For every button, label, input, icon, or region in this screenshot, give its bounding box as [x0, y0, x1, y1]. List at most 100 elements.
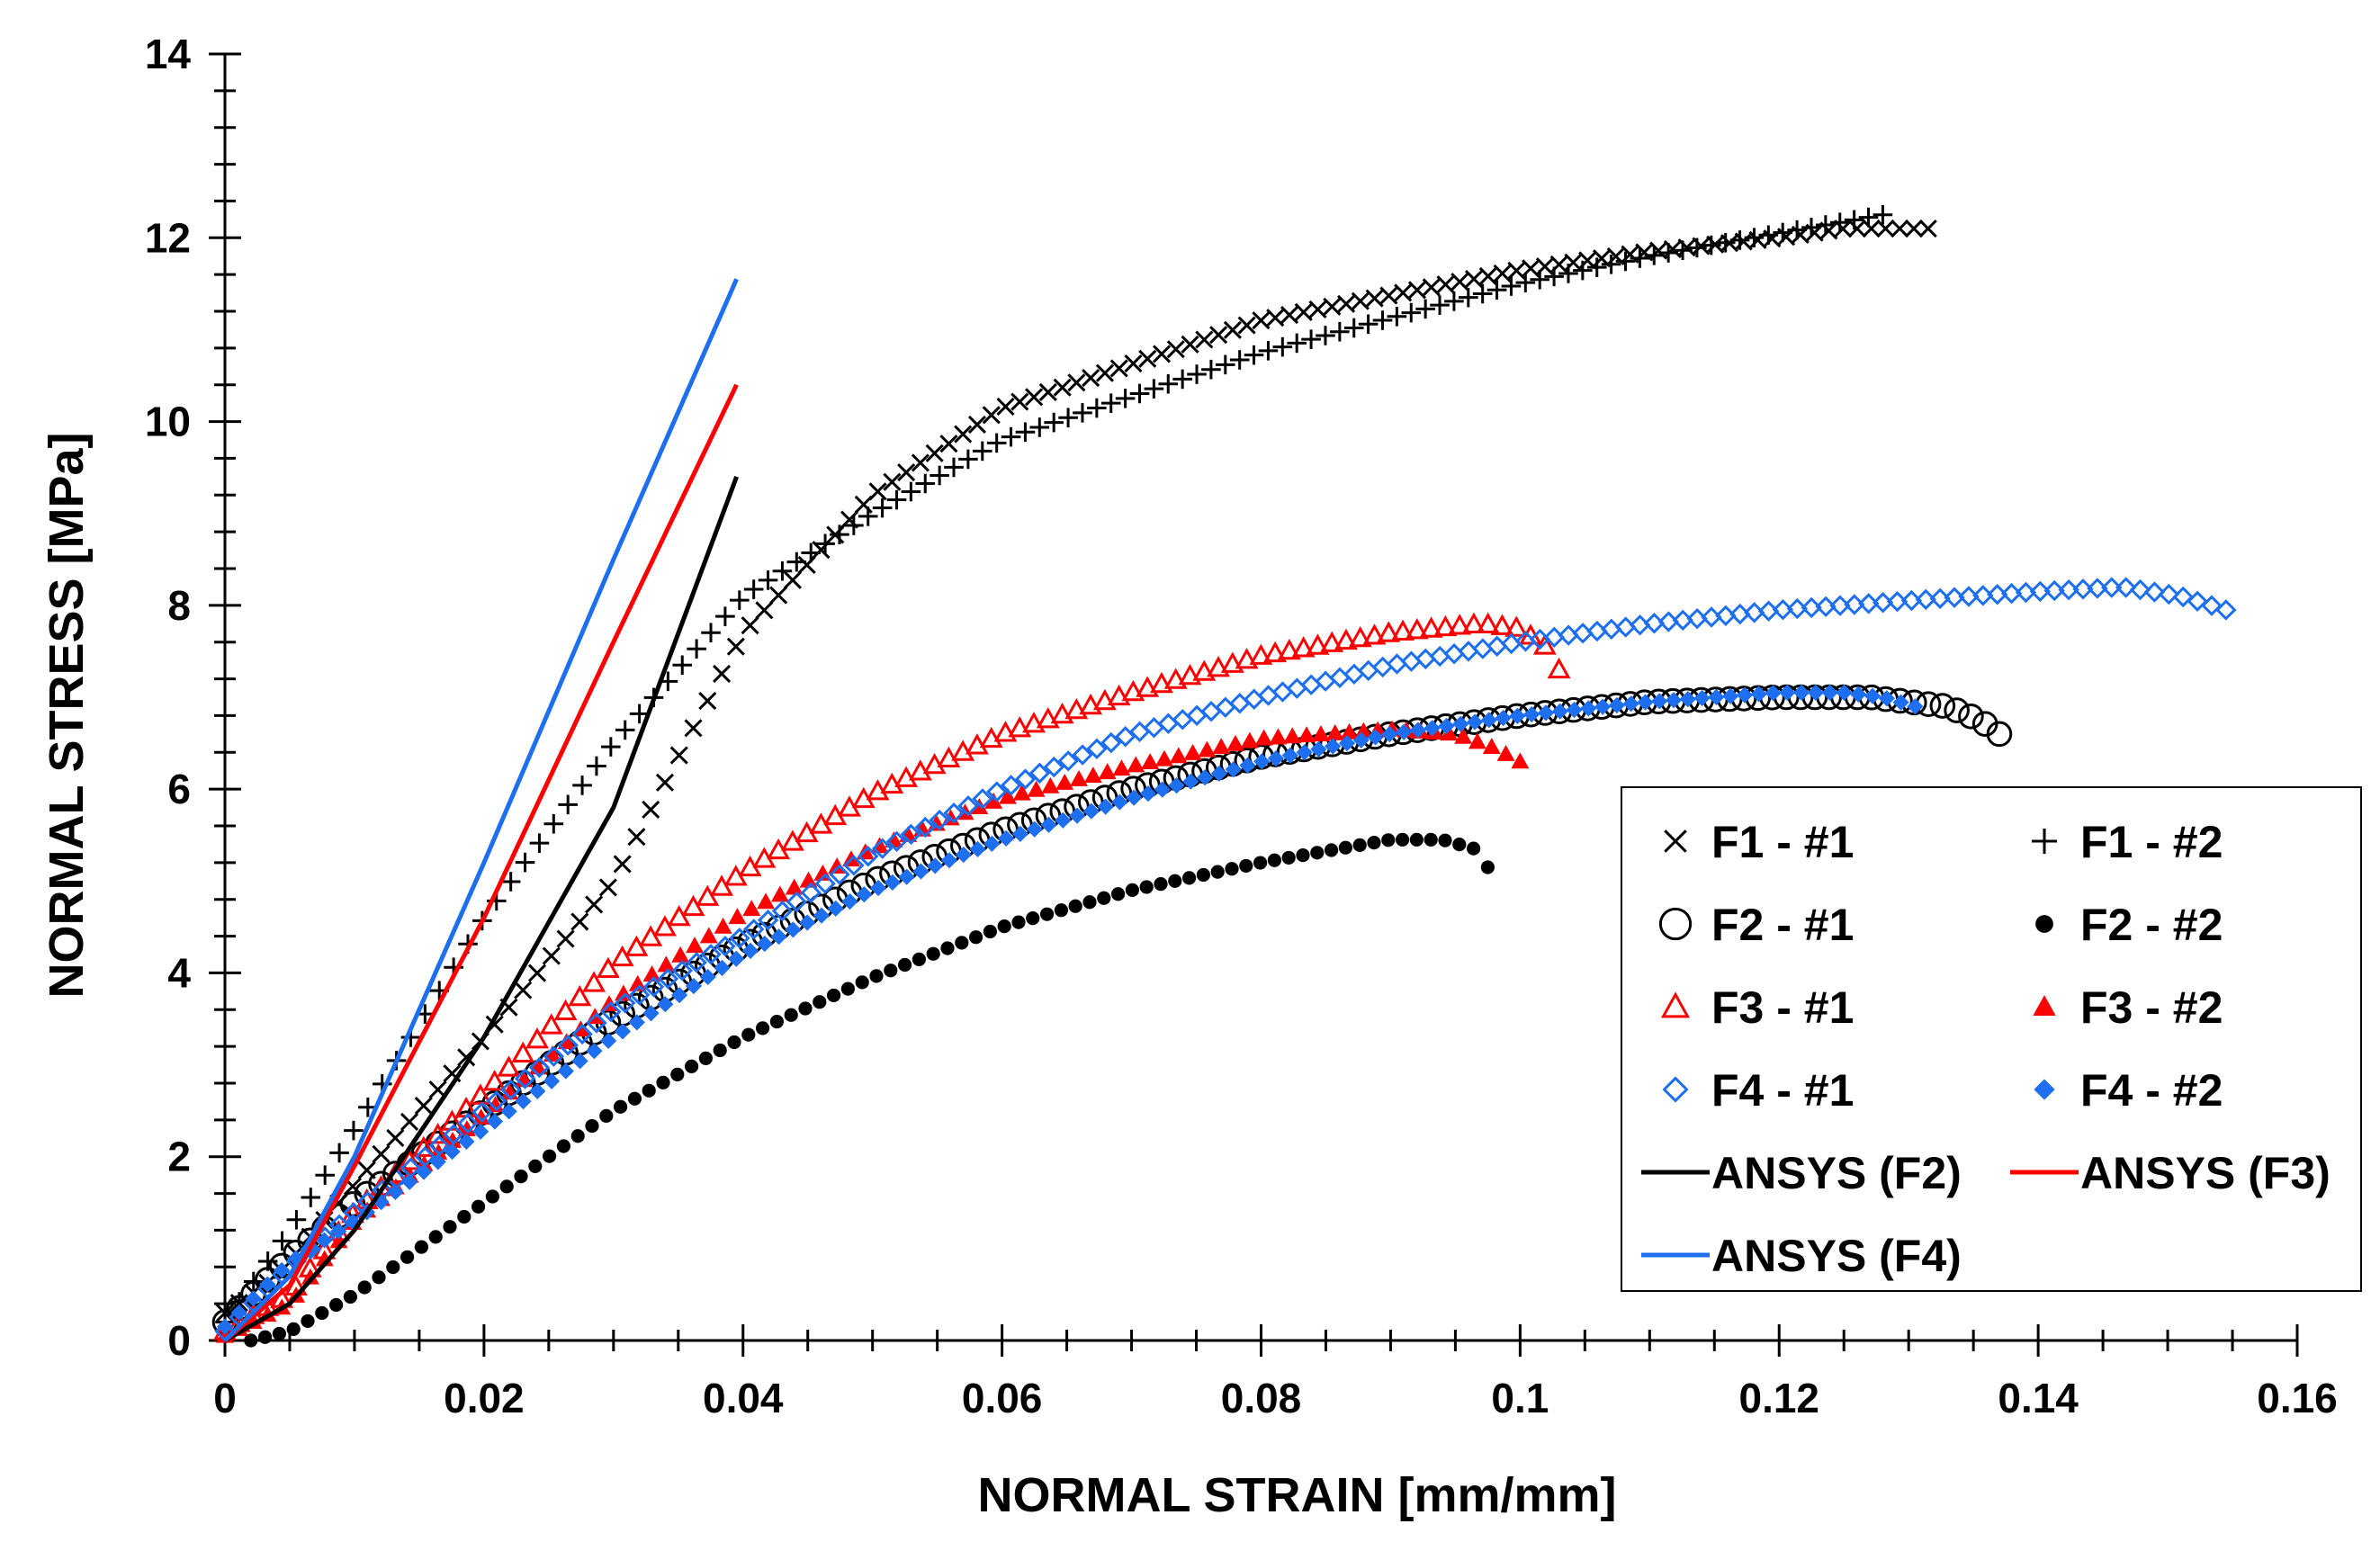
data-point: [1807, 684, 1824, 701]
data-point: [841, 892, 858, 910]
data-point: [1468, 732, 1486, 749]
data-point: [714, 936, 736, 957]
data-point: [1715, 232, 1736, 253]
data-point: [986, 781, 1008, 802]
marker-stroke: [783, 570, 802, 589]
data-point: [1121, 679, 1145, 702]
data-point: [1092, 688, 1117, 711]
data-point: [826, 988, 841, 1003]
data-point: [1166, 340, 1185, 359]
data-point: [1115, 389, 1136, 408]
x-tick-label: 0.02: [444, 1375, 525, 1421]
marker-stroke: [883, 472, 902, 491]
legend-item-ansys-f4: ANSYS (F4): [1641, 1231, 1962, 1281]
data-point: [1054, 903, 1068, 918]
data-point: [1316, 326, 1335, 345]
marker-stroke: [712, 664, 732, 683]
data-point: [1082, 802, 1100, 820]
data-point: [1532, 633, 1557, 655]
series-line-ansys-f4: [223, 278, 739, 1342]
data-point: [1891, 220, 1909, 238]
data-point: [411, 1135, 436, 1157]
data-point: [726, 637, 745, 656]
data-point: [1878, 690, 1895, 707]
data-point: [1039, 907, 1055, 921]
data-point: [642, 976, 665, 998]
data-point: [1504, 615, 1529, 637]
data-point: [1907, 698, 1924, 715]
data-point: [542, 946, 561, 965]
data-point: [670, 1067, 685, 1081]
data-point: [615, 720, 635, 740]
data-point: [1144, 379, 1164, 399]
data-point: [529, 1082, 546, 1100]
data-point: [598, 878, 617, 897]
data-point: [844, 515, 864, 535]
data-point: [1115, 726, 1136, 748]
marker-stroke: [1025, 388, 1044, 407]
data-point: [1765, 685, 1782, 702]
data-point: [610, 945, 634, 967]
data-point: [414, 1240, 428, 1254]
data-point: [2029, 580, 2052, 603]
data-point: [457, 1112, 479, 1134]
data-point: [1358, 659, 1379, 682]
data-point: [642, 1005, 660, 1022]
data-point: [1040, 816, 1057, 833]
marker-stroke: [514, 981, 533, 1000]
data-point: [1601, 255, 1621, 274]
data-point: [742, 900, 761, 917]
data-point: [1651, 693, 1668, 710]
marker-stroke: [357, 1161, 376, 1179]
data-point: [1320, 631, 1344, 652]
data-point: [1310, 740, 1327, 758]
data-point: [983, 924, 997, 939]
data-point: [587, 756, 606, 776]
data-point: [1365, 289, 1384, 308]
data-point: [1044, 412, 1064, 433]
data-point: [814, 873, 836, 894]
data-point: [926, 946, 940, 961]
data-point: [1210, 865, 1225, 879]
data-point: [1036, 707, 1060, 729]
data-point: [500, 872, 521, 892]
data-point: [1097, 891, 1111, 905]
data-point: [472, 1123, 489, 1140]
data-point: [499, 1079, 522, 1101]
marker-stroke: [1337, 294, 1356, 313]
marker-stroke: [1252, 311, 1271, 330]
data-point: [599, 1108, 614, 1123]
data-point: [1586, 257, 1607, 277]
data-point: [471, 1199, 486, 1214]
data-point: [482, 1070, 507, 1091]
marker-stroke: [1308, 300, 1327, 318]
data-point: [743, 919, 765, 940]
data-point: [1702, 235, 1721, 256]
data-point: [1070, 770, 1088, 786]
x-tick-label: 0.12: [1738, 1375, 1819, 1421]
data-point: [972, 441, 992, 462]
data-point: [1387, 307, 1407, 327]
marker-stroke: [755, 601, 774, 620]
data-point: [330, 1223, 347, 1240]
marker-stroke: [1422, 278, 1441, 297]
data-point: [1476, 612, 1500, 633]
data-point: [1100, 393, 1121, 413]
legend-label: ANSYS (F3): [2080, 1148, 2331, 1198]
data-point: [1095, 363, 1114, 382]
data-point: [1486, 635, 1508, 657]
data-point: [1254, 729, 1273, 746]
chart-legend: F1 - #1 F1 - #2 F2 - #1 F2 - #2 F3 - #1 F3 - …: [1621, 786, 2362, 1292]
data-point: [1225, 761, 1242, 778]
y-tick-label: 4: [167, 949, 191, 996]
data-point: [527, 964, 547, 982]
series-f2-2: [244, 832, 1495, 1348]
data-point: [1301, 329, 1321, 349]
data-point: [671, 960, 694, 982]
data-point: [570, 912, 589, 931]
data-point: [1343, 318, 1364, 338]
data-point: [1172, 369, 1192, 390]
data-point: [1126, 789, 1143, 806]
data-point: [741, 942, 759, 959]
data-point: [1929, 693, 1956, 719]
